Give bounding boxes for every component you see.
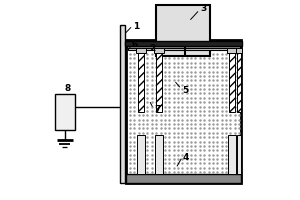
Bar	[138, 53, 144, 112]
Bar	[120, 25, 125, 183]
Bar	[136, 48, 146, 53]
Bar	[237, 53, 241, 112]
Bar	[156, 53, 162, 112]
Text: 8: 8	[65, 84, 71, 93]
Text: 6: 6	[131, 40, 137, 49]
Bar	[237, 135, 241, 174]
Bar	[55, 94, 74, 130]
Bar	[155, 135, 163, 174]
Bar	[127, 46, 240, 48]
Bar	[156, 5, 210, 56]
Bar	[137, 135, 145, 174]
Bar	[125, 41, 242, 46]
Text: 7: 7	[154, 105, 160, 114]
Text: 2: 2	[149, 44, 155, 53]
Bar	[236, 48, 242, 53]
Bar	[128, 48, 239, 50]
Bar	[227, 48, 237, 53]
Text: 3: 3	[201, 4, 207, 13]
Text: 1: 1	[133, 22, 140, 31]
Bar	[126, 174, 242, 183]
Text: 4: 4	[183, 153, 189, 162]
Bar	[126, 40, 242, 183]
Bar	[229, 53, 236, 112]
Text: 5: 5	[182, 86, 188, 95]
Bar	[154, 48, 164, 53]
Bar	[229, 135, 236, 174]
